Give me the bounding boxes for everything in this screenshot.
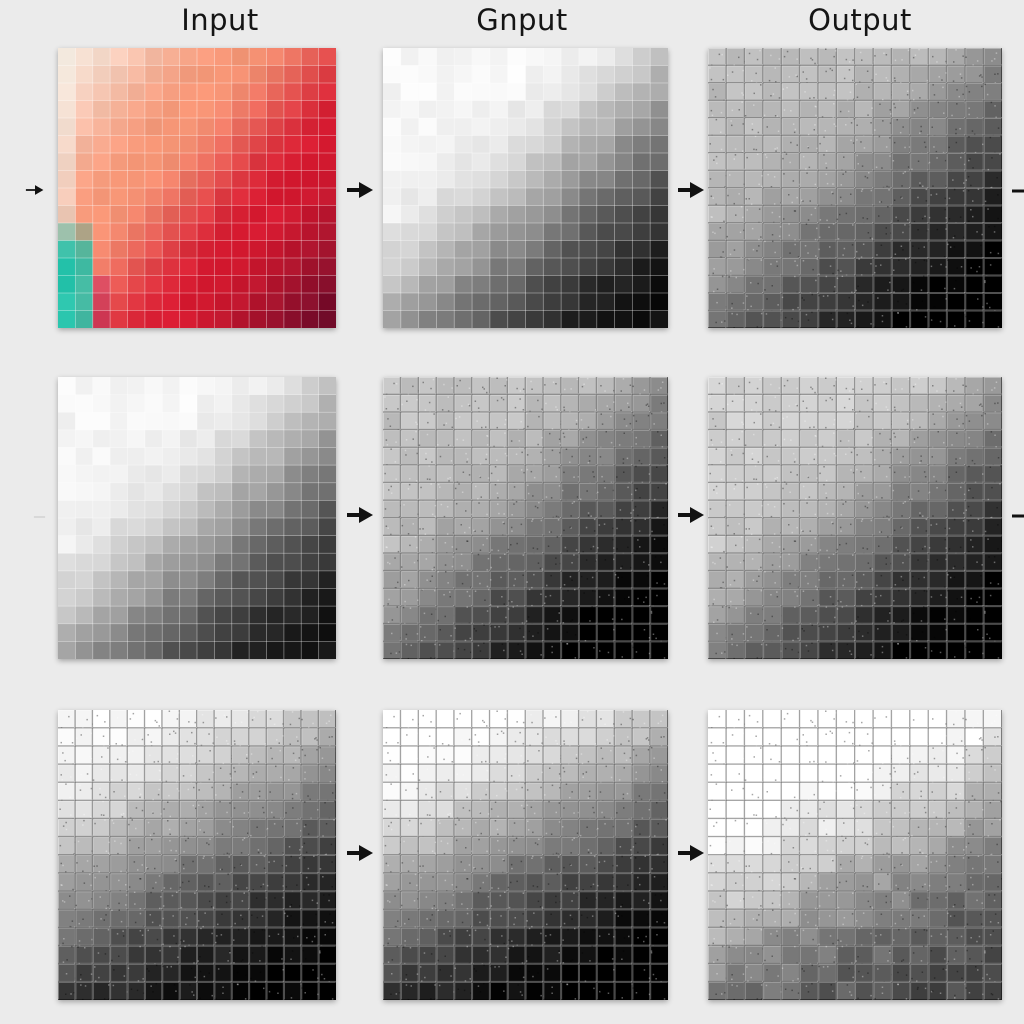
panel-row2-output (708, 377, 1002, 659)
arrow-right-icon (676, 843, 706, 863)
panel-row1-gray (383, 48, 668, 328)
panel-row3-middle (383, 710, 668, 1000)
arrow-right-icon (32, 510, 54, 524)
panel-row3-output (708, 710, 1002, 1000)
arrow-right-icon (676, 505, 706, 525)
arrow-right-icon (345, 505, 375, 525)
panel-row2-middle (383, 377, 668, 659)
header-gnput: Gnput (476, 3, 568, 37)
arrow-right-icon (1012, 509, 1024, 523)
panel-row1-output (708, 48, 1002, 328)
header-output: Output (808, 3, 912, 37)
arrow-right-icon (345, 180, 375, 200)
arrow-right-icon (1012, 184, 1024, 198)
panel-row3-left (58, 710, 336, 1000)
panel-input-color (58, 48, 336, 328)
arrow-right-icon (345, 843, 375, 863)
panel-row2-gray (58, 377, 336, 659)
arrow-right-icon (24, 183, 46, 197)
arrow-right-icon (676, 180, 706, 200)
header-input: Input (181, 3, 259, 37)
